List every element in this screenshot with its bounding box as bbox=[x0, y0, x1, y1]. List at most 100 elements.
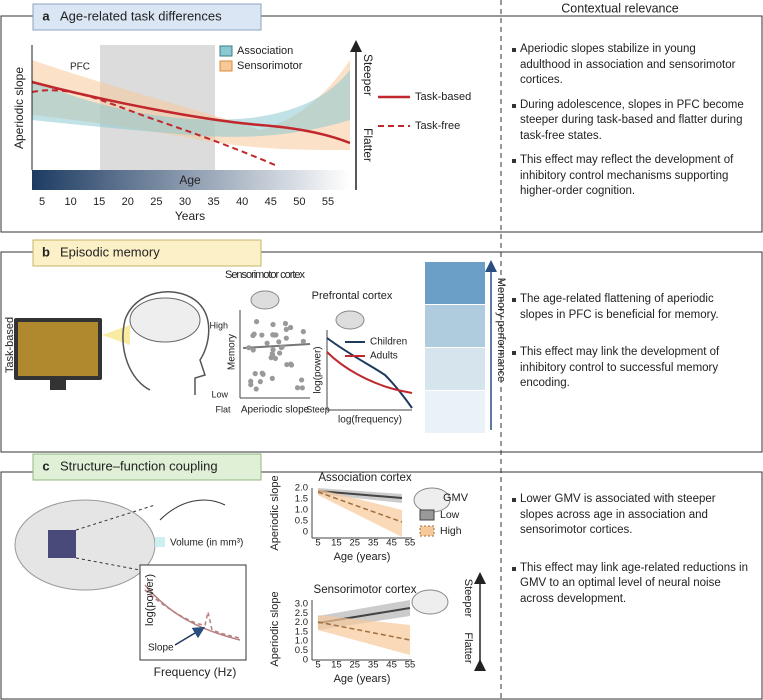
arrow bbox=[174, 626, 206, 646]
bar-label: Age bbox=[179, 173, 201, 187]
x-tick-label: 50 bbox=[293, 196, 305, 208]
legend-label: Association bbox=[237, 45, 293, 57]
y-tick-label: 2.0 bbox=[295, 483, 308, 494]
x-tick-label: 35 bbox=[207, 196, 219, 208]
legend-label: Low bbox=[440, 509, 460, 521]
brain-icon bbox=[250, 290, 280, 310]
scatter-point bbox=[253, 386, 259, 392]
scatter-point bbox=[287, 324, 294, 331]
adults-line bbox=[326, 351, 413, 394]
scatter-point bbox=[270, 321, 276, 328]
legend-swatch bbox=[219, 45, 233, 57]
spectrum-line bbox=[144, 584, 241, 641]
axis-title: Aperiodic slope bbox=[269, 475, 281, 550]
brain-icon bbox=[129, 297, 201, 343]
axis-title: log(power) bbox=[313, 346, 324, 393]
high-band bbox=[318, 615, 410, 655]
zoom-line bbox=[75, 557, 141, 571]
x-tick-label: 45 bbox=[386, 538, 397, 549]
y-tick-label: 2.0 bbox=[295, 617, 308, 628]
arrow-label: Memory performance bbox=[495, 278, 507, 383]
chart-title: Association cortex bbox=[318, 472, 412, 484]
axis-title: Age (years) bbox=[334, 673, 391, 685]
scatter-point bbox=[252, 371, 258, 377]
scatter-point bbox=[276, 339, 282, 345]
context-c: Lower GMV is associated with steeper slo… bbox=[512, 492, 748, 616]
panel-c-header bbox=[32, 453, 262, 481]
volume-swatch bbox=[155, 537, 165, 547]
arrow-label: Steeper bbox=[361, 54, 375, 96]
brain-icon bbox=[411, 589, 449, 615]
panel-b-box bbox=[0, 251, 763, 453]
context-bullet: This effect may reflect the development … bbox=[512, 153, 748, 200]
x-tick-label: 10 bbox=[64, 196, 76, 208]
legend-label: High bbox=[440, 525, 462, 537]
scatter-point bbox=[294, 385, 301, 391]
y-tick-label: 0 bbox=[303, 527, 308, 538]
axis-title: log(frequency) bbox=[338, 415, 402, 426]
axis-label: Steep bbox=[306, 404, 330, 414]
axis-title: Memory bbox=[227, 334, 238, 370]
memory-image bbox=[425, 305, 485, 347]
axis-label: Flat bbox=[215, 404, 231, 414]
panel-a-header bbox=[32, 3, 262, 31]
y-tick-label: 1.5 bbox=[295, 494, 308, 505]
panel-label: b bbox=[42, 244, 50, 259]
head-outline bbox=[122, 291, 210, 395]
panel-a-box bbox=[0, 15, 763, 233]
electrode-grid bbox=[48, 530, 76, 558]
scatter-point bbox=[246, 345, 252, 351]
children-line bbox=[326, 337, 413, 409]
annotation: Slope bbox=[148, 643, 174, 654]
scatter-point bbox=[253, 319, 260, 325]
panel-title: Structure–function coupling bbox=[60, 458, 218, 473]
x-tick-label: 5 bbox=[39, 196, 45, 208]
axis-title: log(power) bbox=[144, 574, 156, 626]
scatter-point bbox=[277, 350, 283, 356]
memory-image bbox=[425, 348, 485, 390]
x-tick-label: 15 bbox=[93, 196, 105, 208]
scatter-point bbox=[251, 331, 257, 337]
scatter-point bbox=[288, 361, 294, 367]
axis-title: Frequency (Hz) bbox=[154, 665, 237, 679]
x-tick-label: 55 bbox=[405, 538, 416, 549]
scatter-point bbox=[283, 335, 289, 341]
scatter-point bbox=[269, 351, 275, 357]
scatter-points bbox=[246, 319, 306, 392]
scatter-point bbox=[284, 361, 290, 368]
high-line bbox=[317, 491, 403, 523]
scatter-point bbox=[282, 320, 289, 327]
x-tick-label: 25 bbox=[350, 660, 361, 671]
scatter-point bbox=[283, 326, 289, 332]
legend-label: Task-based bbox=[415, 91, 471, 103]
scatter-point bbox=[268, 355, 274, 361]
scatter-point bbox=[259, 370, 265, 376]
panel-b-header bbox=[32, 239, 262, 267]
scatter-point bbox=[300, 338, 306, 344]
context-bullet: This effect may link the development of … bbox=[512, 345, 748, 392]
scatter-point bbox=[279, 344, 285, 350]
axis-title: Years bbox=[175, 209, 205, 223]
gaze-beam bbox=[102, 325, 130, 345]
age-bar bbox=[32, 170, 350, 190]
chart-title: Prefrontal cortex bbox=[312, 290, 393, 302]
chart-title: Sensorimotor cortex bbox=[314, 584, 417, 596]
x-tick-label: 5 bbox=[315, 660, 320, 671]
scatter-point bbox=[257, 379, 263, 385]
legend-swatch bbox=[419, 525, 435, 537]
panel-label: a bbox=[42, 8, 50, 23]
x-tick-label: 25 bbox=[350, 538, 361, 549]
arrow-label: Flatter bbox=[361, 128, 375, 162]
legend-label: Adults bbox=[370, 351, 398, 362]
high-band bbox=[318, 489, 402, 537]
context-bullet: Aperiodic slopes stabilize in young adul… bbox=[512, 42, 748, 89]
context-bullet: Lower GMV is associated with steeper slo… bbox=[512, 492, 748, 539]
x-tick-label: 40 bbox=[236, 196, 248, 208]
zoom-line bbox=[75, 504, 156, 531]
association-band bbox=[32, 70, 350, 137]
y-tick-label: 1.0 bbox=[295, 505, 308, 516]
x-tick-label: 45 bbox=[386, 660, 397, 671]
legend-label: Sensorimotor bbox=[237, 60, 303, 72]
